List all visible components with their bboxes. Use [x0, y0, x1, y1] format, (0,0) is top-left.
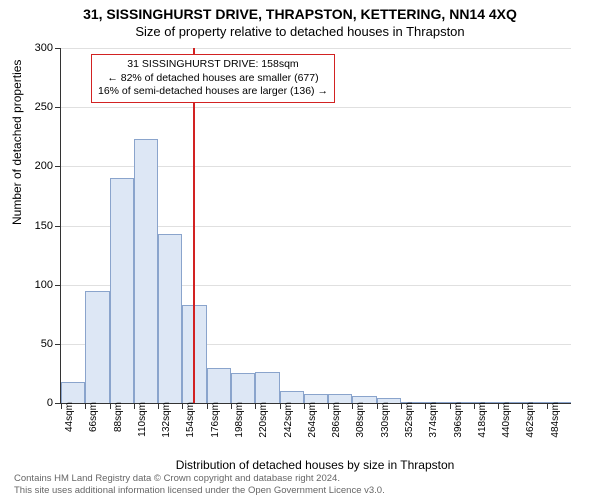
- x-tick: [61, 403, 62, 409]
- x-tick-label: 484sqm: [550, 402, 561, 438]
- x-tick: [474, 403, 475, 409]
- x-tick-label: 286sqm: [331, 402, 342, 438]
- x-tick: [352, 403, 353, 409]
- x-tick-label: 220sqm: [258, 402, 269, 438]
- x-tick-label: 154sqm: [185, 402, 196, 438]
- x-tick: [158, 403, 159, 409]
- histogram-bar: [85, 291, 109, 403]
- y-tick: [55, 285, 61, 286]
- histogram-bar: [207, 368, 231, 404]
- x-tick-label: 440sqm: [501, 402, 512, 438]
- histogram-bar: [255, 372, 279, 403]
- x-tick-label: 330sqm: [380, 402, 391, 438]
- x-tick: [304, 403, 305, 409]
- x-tick: [328, 403, 329, 409]
- footer-line-2: This site uses additional information li…: [14, 485, 385, 496]
- y-axis-label: Number of detached properties: [10, 60, 24, 225]
- x-tick: [425, 403, 426, 409]
- x-tick-label: 264sqm: [307, 402, 318, 438]
- annotation-line-2: ← 82% of detached houses are smaller (67…: [98, 72, 328, 86]
- x-tick-label: 352sqm: [404, 402, 415, 438]
- x-tick-label: 462sqm: [525, 402, 536, 438]
- y-tick-label: 100: [21, 279, 53, 291]
- footer-attribution: Contains HM Land Registry data © Crown c…: [14, 473, 385, 496]
- x-tick-label: 88sqm: [113, 402, 124, 432]
- x-tick: [85, 403, 86, 409]
- x-tick-label: 308sqm: [355, 402, 366, 438]
- gridline: [61, 107, 571, 108]
- x-tick-label: 374sqm: [428, 402, 439, 438]
- annotation-line-3: 16% of semi-detached houses are larger (…: [98, 85, 328, 99]
- x-tick-label: 44sqm: [64, 402, 75, 432]
- y-tick: [55, 48, 61, 49]
- x-tick-label: 110sqm: [137, 402, 148, 437]
- y-tick: [55, 166, 61, 167]
- x-tick-label: 176sqm: [210, 402, 221, 438]
- x-tick: [498, 403, 499, 409]
- y-tick: [55, 344, 61, 345]
- plot-region: 05010015020025030044sqm66sqm88sqm110sqm1…: [60, 48, 571, 404]
- x-tick-label: 396sqm: [453, 402, 464, 438]
- footer-line-1: Contains HM Land Registry data © Crown c…: [14, 473, 385, 484]
- histogram-bar: [231, 373, 255, 403]
- chart-subtitle: Size of property relative to detached ho…: [0, 22, 600, 39]
- x-tick: [450, 403, 451, 409]
- histogram-bar: [134, 139, 158, 403]
- x-tick: [547, 403, 548, 409]
- y-tick-label: 0: [21, 397, 53, 409]
- x-tick: [401, 403, 402, 409]
- x-tick-label: 242sqm: [283, 402, 294, 438]
- y-tick-label: 300: [21, 42, 53, 54]
- histogram-bar: [158, 234, 182, 403]
- x-tick: [280, 403, 281, 409]
- gridline: [61, 48, 571, 49]
- x-tick-label: 132sqm: [161, 402, 172, 438]
- y-tick: [55, 226, 61, 227]
- y-tick-label: 150: [21, 220, 53, 232]
- x-tick: [255, 403, 256, 409]
- x-tick: [182, 403, 183, 409]
- x-axis-label: Distribution of detached houses by size …: [60, 458, 570, 472]
- y-tick: [55, 107, 61, 108]
- chart-plot-area: 05010015020025030044sqm66sqm88sqm110sqm1…: [60, 48, 570, 403]
- x-tick: [377, 403, 378, 409]
- x-tick: [110, 403, 111, 409]
- chart-container: 31, SISSINGHURST DRIVE, THRAPSTON, KETTE…: [0, 0, 600, 500]
- x-tick: [231, 403, 232, 409]
- x-tick: [207, 403, 208, 409]
- histogram-bar: [110, 178, 134, 403]
- y-tick-label: 250: [21, 101, 53, 113]
- x-tick-label: 66sqm: [88, 402, 99, 432]
- histogram-bar: [61, 382, 85, 403]
- y-tick-label: 200: [21, 160, 53, 172]
- x-tick-label: 198sqm: [234, 402, 245, 438]
- annotation-box: 31 SISSINGHURST DRIVE: 158sqm← 82% of de…: [91, 54, 335, 103]
- x-tick: [522, 403, 523, 409]
- x-tick: [134, 403, 135, 409]
- x-tick-label: 418sqm: [477, 402, 488, 438]
- annotation-line-1: 31 SISSINGHURST DRIVE: 158sqm: [98, 58, 328, 72]
- chart-title: 31, SISSINGHURST DRIVE, THRAPSTON, KETTE…: [0, 0, 600, 22]
- y-tick-label: 50: [21, 338, 53, 350]
